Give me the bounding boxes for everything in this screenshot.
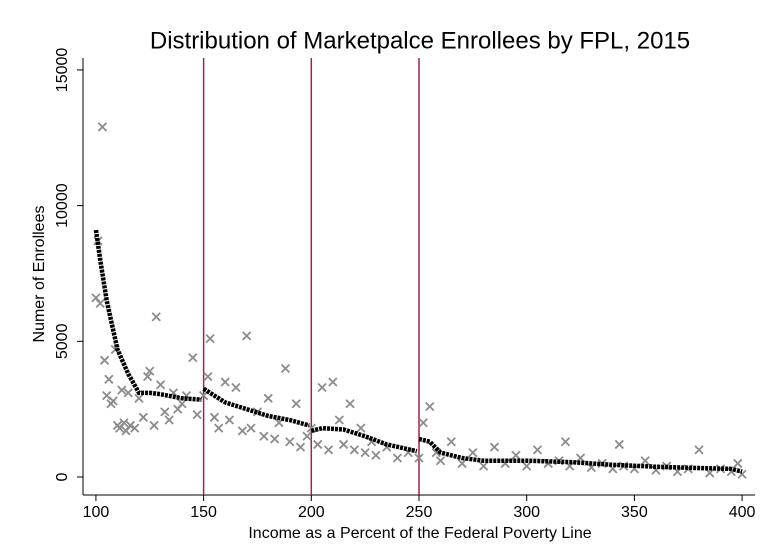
scatter-point (323, 445, 334, 455)
scatter-point (270, 434, 280, 444)
scatter-point (435, 456, 446, 466)
scatter-point (317, 382, 327, 393)
scatter-point (338, 439, 349, 450)
scatter-point (164, 415, 174, 425)
y-tick-label: 10000 (54, 183, 71, 228)
scatter-point (125, 420, 136, 431)
scatter-point (130, 423, 140, 433)
scatter-point (263, 393, 273, 403)
scatter-point (425, 401, 435, 412)
x-tick-label: 200 (298, 504, 325, 521)
scatter-point (237, 426, 248, 436)
scatter-point (446, 437, 456, 447)
scatter-point (694, 445, 704, 455)
scatter-point (457, 458, 467, 469)
scatter-point (511, 450, 521, 460)
chart-title: Distribution of Marketpalce Enrollees by… (150, 27, 690, 54)
scatter-point (334, 415, 344, 425)
scatter-point (478, 461, 489, 471)
scatter-point (291, 399, 301, 409)
y-tick-label: 15000 (54, 48, 71, 93)
scatter-point (220, 377, 230, 387)
scatter-point (285, 437, 295, 447)
scatter-point (192, 409, 202, 420)
scatter-point (149, 420, 159, 431)
scatter-point (119, 418, 129, 428)
scatter-point (345, 399, 355, 409)
y-tick-label: 5000 (54, 323, 71, 359)
scatter-point (134, 393, 144, 403)
scatter-point (138, 412, 148, 422)
y-tick-label: 0 (54, 472, 71, 481)
scatter-point (231, 382, 241, 393)
x-tick-label: 100 (83, 504, 110, 521)
scatter-point (108, 396, 118, 406)
scatter-point (522, 461, 532, 471)
scatter-point (177, 399, 187, 409)
scatter-point (142, 371, 153, 382)
x-tick-label: 250 (406, 504, 433, 521)
x-axis-label: Income as a Percent of the Federal Pover… (248, 525, 591, 542)
x-tick-label: 300 (513, 504, 540, 521)
fit-line (93, 229, 743, 474)
scatter-point (715, 464, 726, 474)
scatter-point (155, 380, 166, 390)
scatter-point (371, 450, 381, 460)
scatter-point (392, 453, 403, 463)
scatter-point (117, 385, 127, 395)
scatter-point (614, 439, 624, 450)
scatter-point (560, 437, 571, 447)
y-axis-label: Numer of Enrollees (31, 206, 48, 343)
x-tick-label: 400 (729, 504, 756, 521)
scatter-point (418, 418, 428, 428)
scatter-point (313, 439, 323, 450)
scatter-point (95, 298, 105, 308)
scatter-point (99, 355, 110, 365)
scatter-point (259, 431, 269, 441)
scatter-point (145, 366, 155, 376)
scatter-point (242, 331, 252, 341)
scatter-point (360, 447, 370, 458)
scatter-point (349, 445, 360, 455)
scatter-point (123, 388, 133, 398)
scatter-point (489, 442, 500, 452)
scatter-point (203, 371, 213, 382)
scatter-point (205, 333, 215, 344)
scatter-point (214, 423, 224, 433)
x-tick-label: 350 (621, 504, 648, 521)
scatter-point (224, 415, 235, 425)
scatter-point (532, 445, 543, 455)
scatter-point (414, 453, 424, 463)
scatter-point (280, 363, 291, 374)
scatter-point (188, 352, 198, 363)
scatter-point (431, 447, 441, 458)
scatter-point (97, 122, 108, 132)
scatter-point (468, 447, 478, 458)
scatter-point (356, 423, 366, 433)
scatter-point (328, 377, 338, 387)
scatter-point (302, 431, 312, 441)
scatter-point (104, 374, 114, 384)
x-tick-label: 150 (190, 504, 217, 521)
scatter-point (733, 458, 743, 469)
scatter-point (295, 442, 306, 452)
scatter-point (246, 423, 256, 433)
scatter-point (151, 312, 161, 322)
scatter-point (160, 407, 170, 417)
scatter-point (640, 456, 650, 466)
scatter-point (209, 412, 220, 422)
